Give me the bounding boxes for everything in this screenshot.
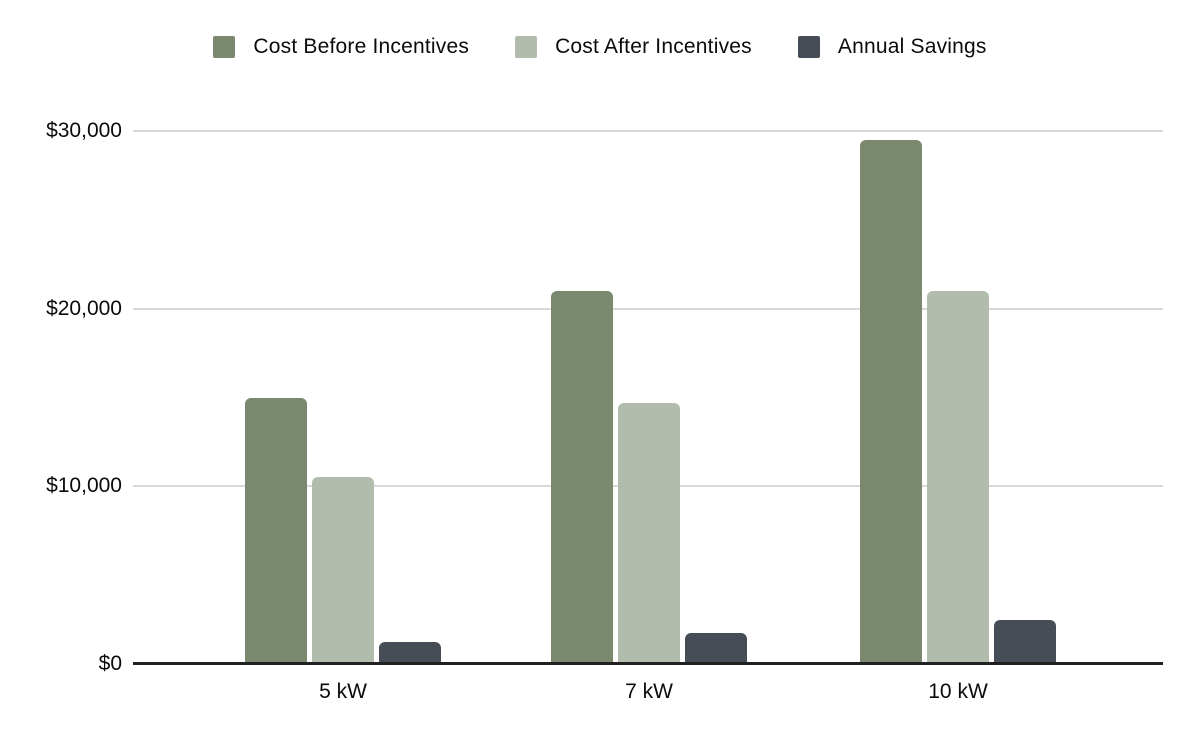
bar-cost-before-incentives-7-kw <box>551 290 614 664</box>
gridline <box>133 307 1163 310</box>
bar-cost-after-incentives-5-kw <box>312 477 375 664</box>
legend-item-annual-savings: Annual Savings <box>797 35 987 59</box>
legend-swatch-icon <box>797 36 820 58</box>
y-tick-label: $20,000 <box>46 296 122 320</box>
legend-label: Cost Before Incentives <box>253 35 470 58</box>
plot-area <box>133 130 1163 665</box>
legend-item-cost-after-incentives: Cost After Incentives <box>515 35 752 59</box>
legend-swatch-icon <box>515 36 538 58</box>
legend-swatch-icon <box>213 36 236 58</box>
legend-item-cost-before-incentives: Cost Before Incentives <box>213 35 469 59</box>
bar-cost-after-incentives-7-kw <box>618 402 681 664</box>
x-tick-label: 7 kW <box>625 680 673 703</box>
bar-annual-savings-7-kw <box>685 632 748 664</box>
x-axis-labels: 5 kW 7 kW 10 kW <box>133 676 1163 710</box>
y-axis-labels: $0 $10,000 $20,000 $30,000 <box>0 119 122 675</box>
y-tick-label: $10,000 <box>46 474 122 498</box>
chart-legend: Cost Before Incentives Cost After Incent… <box>0 35 1200 59</box>
x-axis-line <box>133 662 1163 665</box>
bar-cost-after-incentives-10-kw <box>927 290 990 664</box>
gridline <box>133 130 1163 132</box>
x-tick-label: 5 kW <box>319 680 367 703</box>
bar-annual-savings-10-kw <box>994 619 1057 664</box>
y-tick-label: $30,000 <box>46 119 122 142</box>
y-tick-label: $0 <box>98 652 122 675</box>
legend-label: Annual Savings <box>837 35 987 58</box>
legend-label: Cost After Incentives <box>555 35 752 58</box>
bar-annual-savings-5-kw <box>379 641 442 664</box>
x-tick-label: 10 kW <box>928 680 988 703</box>
bar-cost-before-incentives-10-kw <box>860 139 923 664</box>
bar-cost-before-incentives-5-kw <box>245 397 308 664</box>
